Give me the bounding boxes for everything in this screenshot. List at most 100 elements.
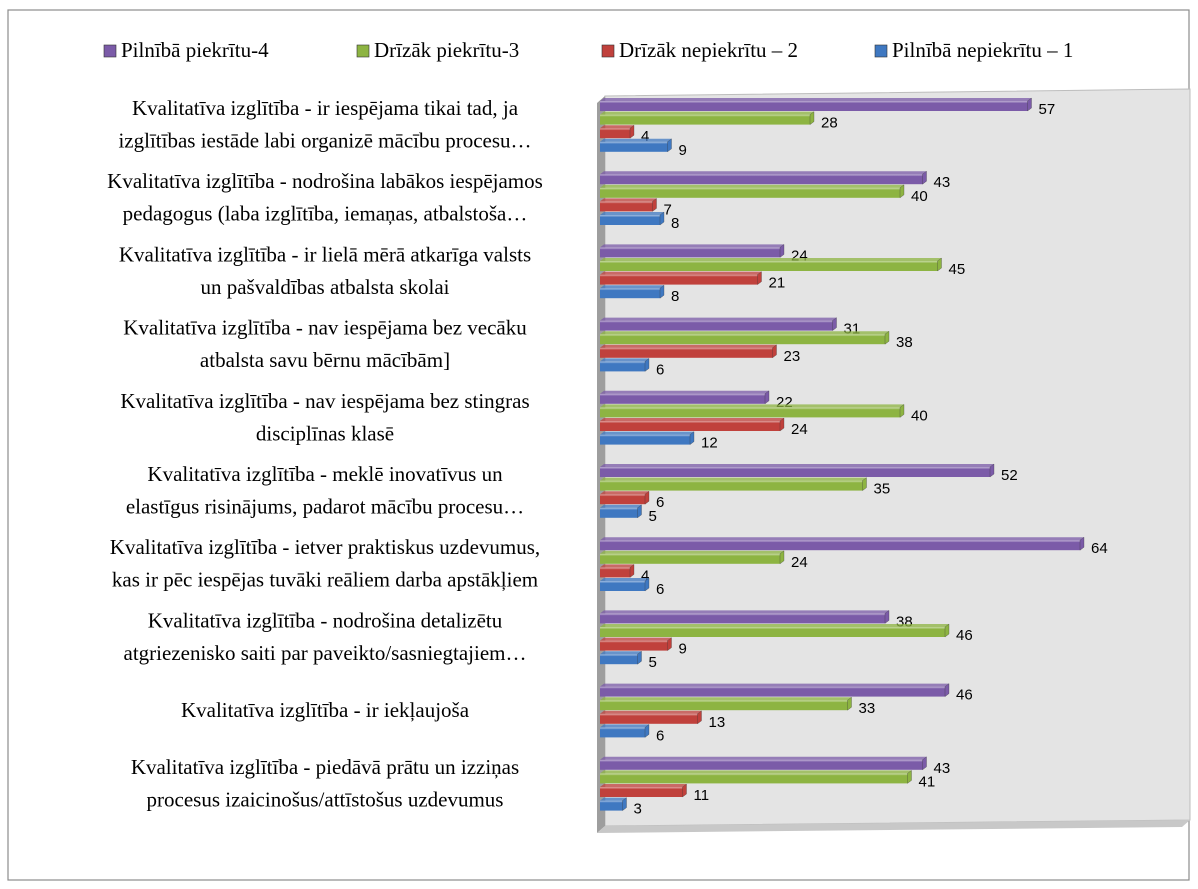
bar-end	[689, 431, 695, 445]
bar-shine	[600, 640, 668, 647]
bar-end	[989, 463, 995, 478]
bar	[600, 536, 1085, 551]
bar	[600, 97, 1032, 112]
bar-end	[847, 696, 852, 711]
bar	[600, 724, 650, 738]
bar-end	[1079, 536, 1085, 551]
category-label: Kvalitatīva izglītība - nodrošina detali…	[148, 608, 503, 632]
bar	[600, 211, 665, 226]
bar-top	[600, 244, 784, 248]
bar-shine	[600, 654, 638, 661]
bar-top	[600, 724, 649, 728]
bar-top	[600, 477, 867, 481]
bar-end	[637, 504, 642, 519]
bar-top	[600, 504, 642, 508]
bar	[600, 783, 687, 798]
bar-top	[600, 464, 994, 467]
bar	[600, 330, 890, 345]
data-label: 24	[791, 421, 808, 438]
legend-label: Drīzāk nepiekrītu – 2	[619, 38, 798, 62]
data-label: 5	[649, 508, 657, 525]
bar-end	[659, 211, 665, 226]
bar	[600, 797, 627, 811]
bar-end	[937, 257, 942, 272]
bar-shine	[600, 201, 653, 208]
bar-shine	[600, 613, 885, 620]
bar	[600, 564, 635, 578]
data-label: 24	[791, 554, 808, 571]
bar-shine	[600, 727, 645, 734]
bar-end	[922, 170, 927, 185]
bar-top	[600, 564, 634, 568]
bar-top	[600, 171, 927, 175]
bar-shine	[600, 434, 690, 441]
data-label: 38	[896, 334, 913, 351]
bar	[600, 198, 657, 212]
bar-top	[600, 578, 649, 581]
bar-shine	[600, 480, 863, 487]
legend-label: Pilnībā nepiekrītu – 1	[892, 38, 1073, 62]
legend-marker	[356, 44, 370, 58]
bar-shine	[600, 334, 885, 341]
bar-top	[600, 683, 949, 687]
bar-end	[862, 477, 867, 491]
data-label: 3	[634, 801, 642, 818]
bar-shine	[600, 627, 945, 633]
bar-end	[899, 184, 905, 199]
bar-end	[884, 330, 890, 345]
bar-top	[600, 358, 649, 362]
bar-shine	[600, 494, 645, 501]
bar-top	[600, 610, 889, 614]
bar-end	[644, 490, 650, 505]
bar-end	[944, 623, 950, 638]
bar-end	[922, 756, 927, 771]
category-label: Kvalitatīva izglītība - ir iespējama tik…	[132, 96, 519, 120]
bar-shine	[600, 553, 780, 560]
bar-shine	[600, 215, 660, 221]
data-label: 5	[649, 654, 657, 671]
bar-shine	[600, 581, 645, 587]
data-label: 40	[911, 188, 928, 205]
bar-top	[600, 418, 784, 421]
bar-shine	[600, 114, 810, 121]
bar-end	[779, 417, 785, 432]
data-label: 21	[769, 275, 786, 292]
data-label: 43	[934, 174, 951, 191]
data-label: 57	[1039, 101, 1056, 118]
bar-shine	[600, 101, 1028, 107]
bar-top	[600, 624, 949, 627]
bar	[600, 710, 702, 725]
category-label: procesus izaicinošus/attīstošus uzdevumu…	[147, 787, 504, 811]
bar-shine	[600, 567, 630, 574]
data-label: 8	[671, 215, 679, 232]
legend-marker	[874, 44, 888, 58]
bar-top	[600, 697, 852, 701]
bar-end	[667, 138, 672, 153]
category-label: Kvalitatīva izglītība - piedāvā prātu un…	[131, 755, 519, 779]
data-label: 40	[911, 407, 928, 424]
bar-end	[652, 198, 657, 212]
bar-end	[809, 111, 815, 125]
bar	[600, 431, 695, 445]
data-label: 13	[709, 714, 726, 731]
bar-top	[600, 98, 1032, 101]
bar-shine	[600, 507, 638, 514]
bar-top	[600, 212, 664, 215]
bar	[600, 404, 905, 418]
bar-end	[907, 770, 912, 784]
bar	[600, 284, 665, 299]
bar-shine	[600, 421, 780, 427]
data-label: 6	[656, 494, 664, 511]
bar-end	[772, 344, 777, 359]
category-label: un pašvaldības atbalsta skolai	[200, 275, 449, 299]
bar-top	[600, 637, 672, 641]
bar-end	[667, 637, 672, 651]
bar-top	[600, 344, 777, 348]
bar	[600, 577, 650, 592]
bar-top	[600, 537, 1084, 541]
data-label: 52	[1001, 467, 1018, 484]
bar-shine	[600, 347, 773, 354]
category-label: Kvalitatīva izglītība - ir iekļaujoša	[181, 698, 470, 722]
bar	[600, 257, 942, 272]
legend-marker	[601, 44, 615, 58]
